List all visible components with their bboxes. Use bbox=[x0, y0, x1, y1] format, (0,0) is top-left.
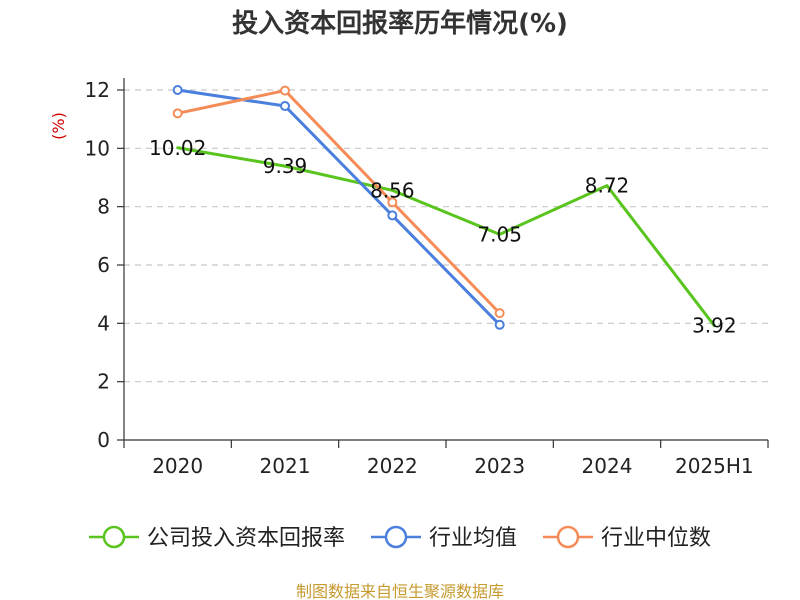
source-note: 制图数据来自恒生聚源数据库 bbox=[296, 582, 504, 600]
series-point bbox=[280, 85, 290, 96]
y-tick-label: 12 bbox=[85, 78, 110, 102]
grid-lines bbox=[124, 89, 768, 383]
series-point bbox=[387, 197, 398, 208]
series-point bbox=[172, 85, 183, 95]
data-label: 8.56 bbox=[370, 178, 415, 202]
data-label: 9.39 bbox=[263, 154, 308, 178]
legend-label: 行业均值 bbox=[429, 526, 517, 551]
data-label: 8.72 bbox=[585, 174, 630, 198]
series-line bbox=[176, 88, 502, 327]
y-tick-label: 2 bbox=[97, 370, 110, 394]
y-tick-label: 10 bbox=[85, 136, 110, 160]
series-point bbox=[387, 210, 398, 221]
y-tick-label: 0 bbox=[97, 428, 110, 452]
y-tick-label: 4 bbox=[97, 311, 110, 335]
x-tick-label: 2020 bbox=[152, 454, 203, 478]
series-point bbox=[494, 308, 505, 319]
data-label: 3.92 bbox=[692, 314, 737, 338]
axes: 0 2 4 6 8 10 12 2020 2021 2022 2023 2024 2025H1 bbox=[85, 78, 769, 478]
legend-marker bbox=[102, 525, 126, 549]
x-tick-label: 2022 bbox=[367, 454, 418, 478]
legend-label: 公司投入资本回报率 bbox=[147, 526, 345, 551]
data-label: 10.02 bbox=[149, 136, 206, 160]
x-tick-label: 2024 bbox=[582, 454, 633, 478]
series-line bbox=[176, 89, 502, 315]
legend-marker bbox=[556, 525, 580, 549]
x-tick-label: 2023 bbox=[474, 454, 525, 478]
y-tick-label: 6 bbox=[97, 253, 110, 277]
x-tick-label: 2021 bbox=[260, 454, 311, 478]
series-layer bbox=[172, 85, 716, 330]
data-label: 7.05 bbox=[477, 222, 522, 246]
x-tick-label: 2025H1 bbox=[675, 454, 754, 478]
legend-marker bbox=[384, 525, 408, 549]
y-tick-label: 8 bbox=[97, 195, 110, 219]
chart-title: 投入资本回报率历年情况(%) bbox=[232, 8, 568, 39]
series-line bbox=[176, 146, 716, 328]
series-point bbox=[280, 101, 290, 112]
series-point bbox=[494, 319, 505, 330]
legend-label: 行业中位数 bbox=[601, 526, 711, 551]
legend: 公司投入资本回报率 行业均值 行业中位数 bbox=[89, 525, 711, 551]
y-axis-unit: (%) bbox=[49, 112, 68, 140]
data-labels: 10.02 9.39 8.56 7.05 8.72 3.92 bbox=[149, 136, 737, 338]
series-point bbox=[172, 108, 183, 119]
